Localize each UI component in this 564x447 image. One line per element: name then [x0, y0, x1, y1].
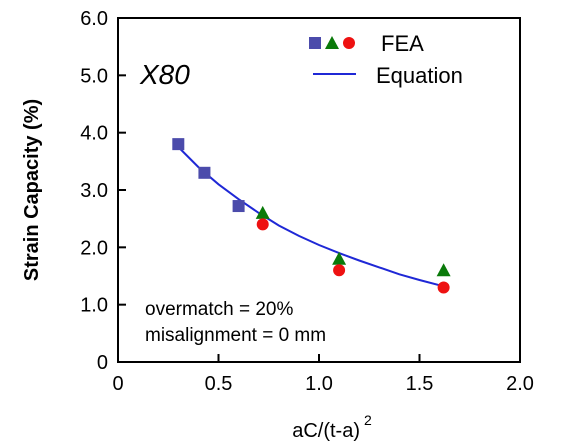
- y-tick-label: 3.0: [80, 180, 108, 202]
- fea-square-point: [198, 166, 211, 179]
- fea-circle-point: [333, 264, 346, 277]
- y-tick-label: 5.0: [80, 65, 108, 87]
- y-tick-label: 1.0: [80, 295, 108, 317]
- equation-line: [177, 146, 444, 288]
- overmatch-annotation: overmatch = 20%: [145, 299, 293, 320]
- y-tick-label: 6.0: [80, 8, 108, 30]
- legend-equation-label: Equation: [376, 63, 463, 88]
- legend-triangle-marker: [325, 36, 339, 49]
- y-tick-label: 0: [97, 352, 108, 374]
- fea-triangle-point: [436, 263, 451, 277]
- legend-square-marker: [309, 37, 321, 49]
- x-tick-label: 2.0: [506, 373, 534, 395]
- x-axis-label-base: aC/(t-a): [292, 420, 360, 442]
- x-axis-ticks: 0 0.5 1.0 1.5 2.0: [112, 354, 534, 395]
- x-tick-label: 1.0: [305, 373, 333, 395]
- legend-circle-marker: [343, 37, 355, 49]
- x-tick-label: 1.5: [406, 373, 434, 395]
- fea-triangle-point: [255, 205, 270, 219]
- series-layer: [172, 138, 451, 294]
- y-axis-label: Strain Capacity (%): [21, 99, 43, 281]
- y-tick-label: 2.0: [80, 237, 108, 259]
- fea-square-point: [172, 138, 185, 151]
- grade-label: X80: [139, 59, 190, 90]
- fea-circle-point: [256, 218, 269, 231]
- fea-circle-point: [437, 281, 450, 294]
- legend: FEA Equation: [309, 31, 463, 88]
- misalignment-annotation: misalignment = 0 mm: [145, 325, 326, 346]
- fea-square-point: [232, 200, 245, 213]
- fea-triangle-point: [332, 251, 347, 265]
- legend-fea-label: FEA: [381, 31, 424, 56]
- x-tick-label: 0: [112, 373, 123, 395]
- x-tick-label: 0.5: [205, 373, 233, 395]
- y-tick-label: 4.0: [80, 123, 108, 145]
- y-axis-ticks: 0 1.0 2.0 3.0 4.0 5.0 6.0: [80, 8, 126, 374]
- x-axis-label-superscript: 2: [364, 412, 372, 428]
- x-axis-label: aC/(t-a) 2: [292, 412, 372, 442]
